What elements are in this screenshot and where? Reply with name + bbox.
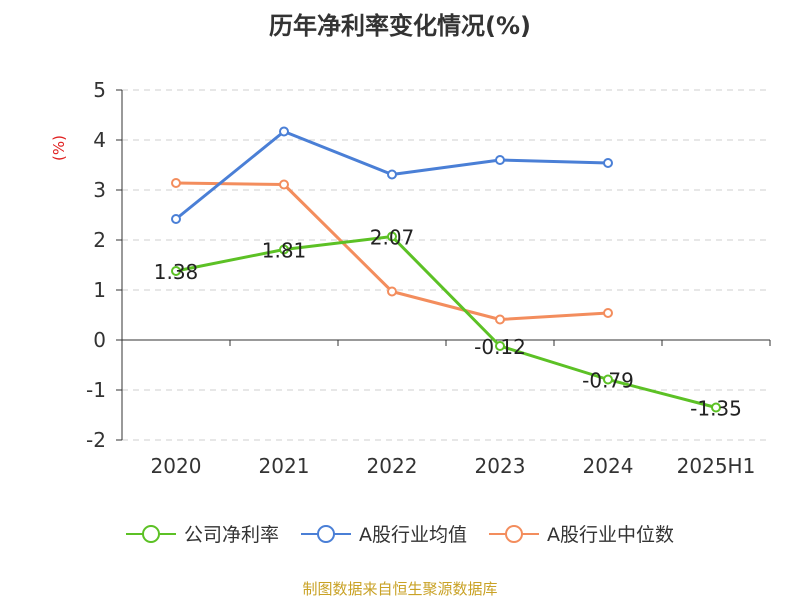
y-tick-label: -1 [86,378,106,402]
data-point [711,402,721,413]
legend-item[interactable]: A股行业中位数 [489,520,674,547]
legend-dot [505,524,523,543]
data-point [603,374,613,385]
series-line-0 [175,235,717,409]
data-point [279,179,289,190]
x-tick-label: 2020 [151,454,202,478]
data-point [495,155,505,165]
chart-title: 历年净利率变化情况(%) [269,12,531,40]
x-tick-label: 2023 [475,454,526,478]
y-tick-label: 0 [93,328,106,352]
data-label: 1.81 [262,239,307,263]
data-point [171,266,181,276]
legend-label: A股行业中位数 [547,524,674,546]
y-tick-label: 5 [93,78,106,102]
data-label: -0.79 [582,369,634,393]
data-point [279,126,289,137]
data-point [603,308,613,318]
legend-marker-icon [125,524,176,544]
data-point [495,341,505,351]
data-point [171,178,181,188]
legend-dot [317,524,335,543]
x-tick-label: 2021 [259,454,310,478]
data-label: 2.07 [370,226,415,250]
legend-label: 公司净利率 [183,524,279,546]
legend-label: A股行业均值 [359,524,467,546]
legend-marker-icon [301,524,351,544]
legend-dot [141,524,160,543]
data-label: -0.12 [474,335,526,359]
data-label: -1.35 [690,397,742,421]
data-point [171,214,181,224]
legend-marker-icon [489,524,539,544]
data-point [495,314,505,325]
series-line-2 [175,181,609,321]
y-tick-label: -2 [86,428,106,452]
legend-item[interactable]: 公司净利率 [125,520,279,547]
data-point [387,169,397,180]
x-tick-label: 2022 [367,454,418,478]
source-note: 制图数据来自恒生聚源数据库 [302,580,498,598]
y-tick-label: 3 [93,178,106,202]
data-label: 1.38 [154,260,199,284]
x-tick-label: 2024 [583,454,634,478]
data-point [603,158,613,168]
data-point [387,231,397,242]
y-tick-label: 4 [93,128,106,152]
y-axis-label: (%) [50,135,68,161]
legend: 公司净利率 A股行业均值 A股行业中位数 [0,520,800,547]
data-point [279,244,289,255]
legend-item[interactable]: A股行业均值 [301,520,467,547]
x-tick-label: 2025H1 [677,454,756,478]
y-tick-label: 2 [93,228,106,252]
y-tick-label: 1 [93,278,106,302]
data-point [387,286,397,297]
